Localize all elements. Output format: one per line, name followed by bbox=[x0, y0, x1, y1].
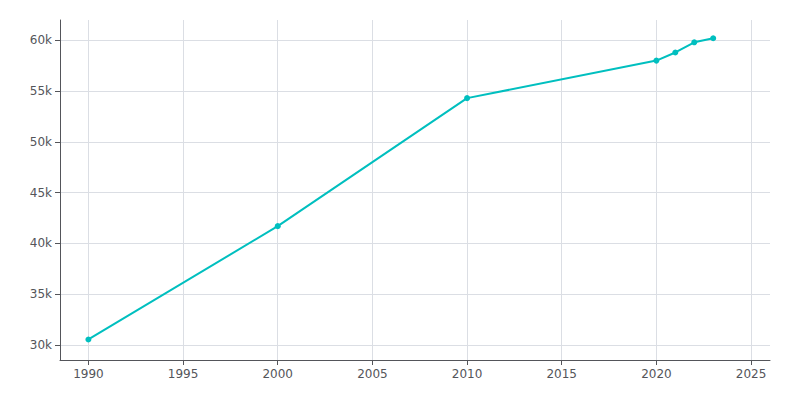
svg-text:55k: 55k bbox=[30, 84, 52, 98]
svg-text:2005: 2005 bbox=[357, 367, 388, 381]
svg-text:2020: 2020 bbox=[641, 367, 672, 381]
svg-text:2015: 2015 bbox=[546, 367, 577, 381]
svg-text:50k: 50k bbox=[30, 135, 52, 149]
svg-text:40k: 40k bbox=[30, 236, 52, 250]
svg-text:1990: 1990 bbox=[73, 367, 104, 381]
svg-text:1995: 1995 bbox=[168, 367, 199, 381]
svg-text:60k: 60k bbox=[30, 33, 52, 47]
svg-text:30k: 30k bbox=[30, 338, 52, 352]
svg-text:2010: 2010 bbox=[452, 367, 483, 381]
svg-text:2000: 2000 bbox=[262, 367, 293, 381]
svg-text:45k: 45k bbox=[30, 186, 52, 200]
svg-text:2025: 2025 bbox=[736, 367, 767, 381]
svg-text:35k: 35k bbox=[30, 287, 52, 301]
